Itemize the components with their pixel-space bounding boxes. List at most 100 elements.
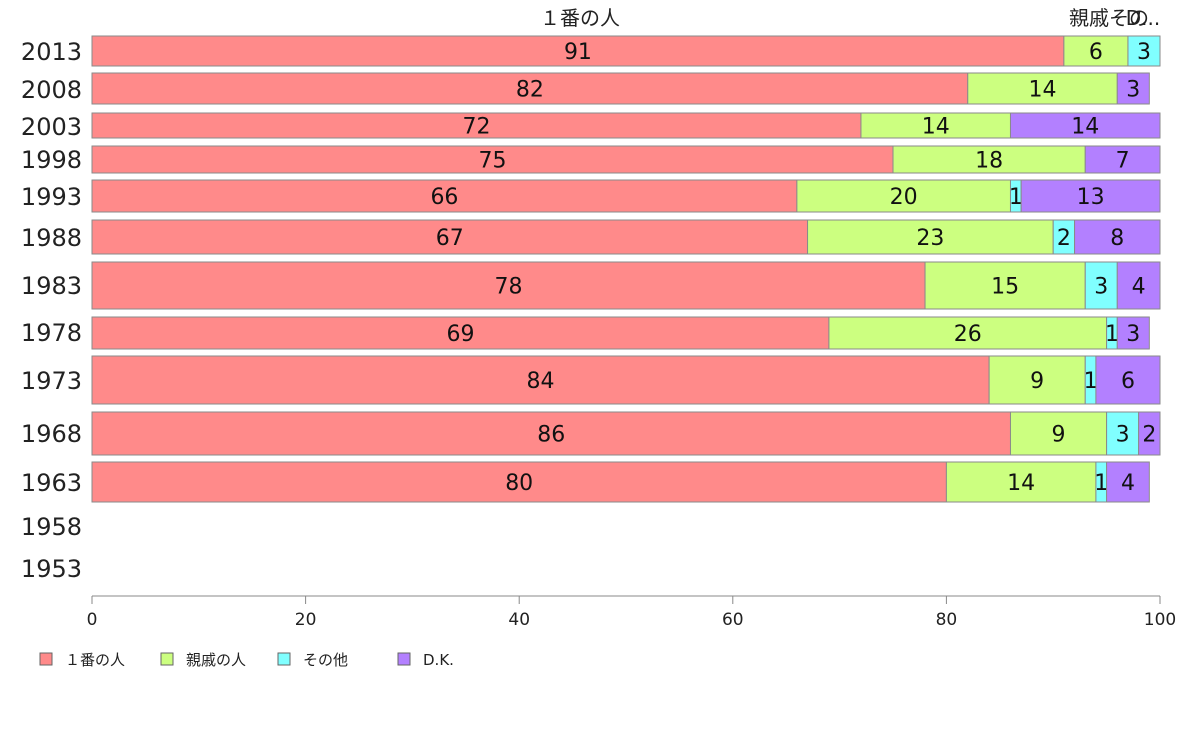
bar-segment <box>1084 145 1161 174</box>
category-label: 1988 <box>21 224 82 252</box>
category-label: 2003 <box>21 113 82 141</box>
data-label: 1 <box>1105 322 1119 347</box>
data-label: 86 <box>537 423 565 448</box>
bar-segment <box>91 219 809 255</box>
bar-segment <box>91 261 926 310</box>
category-label: 1983 <box>21 272 82 300</box>
top-series-label: １番の人 <box>540 6 620 30</box>
x-tick-label: 20 <box>295 610 317 630</box>
bar-segment <box>1116 72 1150 105</box>
x-tick-label: 100 <box>1144 610 1176 630</box>
data-label: 3 <box>1126 78 1140 103</box>
bar-segment <box>1127 35 1161 67</box>
bar-segment <box>91 145 894 174</box>
data-label: 75 <box>479 149 507 174</box>
bar-segment <box>1074 219 1161 255</box>
bar-segment <box>1116 261 1161 310</box>
data-label: 82 <box>516 78 544 103</box>
legend-item: D.K. <box>397 651 454 669</box>
top-series-label: 親戚その <box>1069 6 1149 30</box>
data-label: 91 <box>564 40 592 65</box>
data-label: 15 <box>991 275 1019 300</box>
bar-segment <box>1138 411 1161 456</box>
x-tick-label: 40 <box>508 610 530 630</box>
data-label: 23 <box>916 226 944 251</box>
x-tick-label: 60 <box>722 610 744 630</box>
data-label: 78 <box>495 275 523 300</box>
legend-swatch <box>39 652 53 666</box>
x-tick-label: 0 <box>87 610 98 630</box>
data-label: 6 <box>1121 369 1135 394</box>
data-label: 7 <box>1116 149 1130 174</box>
bar-segment <box>91 179 798 213</box>
bar-segment <box>892 145 1086 174</box>
data-label: 14 <box>1071 115 1099 140</box>
data-label: 26 <box>954 322 982 347</box>
legend-label: D.K. <box>423 651 454 669</box>
data-label: 66 <box>430 185 458 210</box>
data-label: 18 <box>975 149 1003 174</box>
legend-label: １番の人 <box>65 651 125 669</box>
data-label: 9 <box>1052 423 1066 448</box>
bar-segment <box>1095 355 1161 405</box>
category-label: 1993 <box>21 183 82 211</box>
bar-segment <box>91 355 990 405</box>
data-label: 84 <box>527 369 555 394</box>
data-label: 69 <box>446 322 474 347</box>
bar-segment <box>807 219 1054 255</box>
category-label: 1998 <box>21 146 82 174</box>
top-series-label: D... <box>1126 6 1160 30</box>
bar-segment <box>796 179 1011 213</box>
data-label: 2 <box>1057 226 1071 251</box>
category-label: 1963 <box>21 469 82 497</box>
bar-segment <box>988 355 1086 405</box>
category-label: 1953 <box>21 555 82 583</box>
legend-label: 親戚の人 <box>186 651 246 669</box>
data-label: 1 <box>1094 471 1108 496</box>
category-label: 1978 <box>21 319 82 347</box>
data-label: 3 <box>1116 423 1130 448</box>
data-label: 14 <box>1029 78 1057 103</box>
legend-swatch <box>397 652 411 666</box>
data-label: 3 <box>1137 40 1151 65</box>
data-label: 20 <box>890 185 918 210</box>
bar-segment <box>91 35 1065 67</box>
x-tick-label: 80 <box>936 610 958 630</box>
bar-segment <box>860 112 1011 139</box>
category-label: 2008 <box>21 76 82 104</box>
data-label: 3 <box>1126 322 1140 347</box>
bar-segment <box>1009 411 1108 456</box>
bar-segment <box>1106 461 1150 503</box>
data-label: 13 <box>1077 185 1105 210</box>
bar-segment <box>828 316 1108 350</box>
data-label: 8 <box>1110 226 1124 251</box>
category-label: 2013 <box>21 38 82 66</box>
category-label: 1968 <box>21 420 82 448</box>
legend-swatch <box>277 652 291 666</box>
bar-segment <box>91 316 830 350</box>
data-label: 80 <box>505 471 533 496</box>
data-label: 1 <box>1009 185 1023 210</box>
legend-item: 親戚の人 <box>160 651 246 669</box>
data-label: 4 <box>1121 471 1135 496</box>
bar-segment <box>1084 261 1118 310</box>
bar-segment <box>1116 316 1150 350</box>
data-label: 4 <box>1132 275 1146 300</box>
data-label: 14 <box>1007 471 1035 496</box>
data-label: 3 <box>1094 275 1108 300</box>
data-label: 2 <box>1142 423 1156 448</box>
bar-segment <box>945 461 1097 503</box>
bar-segment <box>924 261 1086 310</box>
bar-segment <box>1009 112 1161 139</box>
data-label: 14 <box>922 115 950 140</box>
bar-segment <box>91 461 947 503</box>
legend-item: その他 <box>277 651 348 669</box>
bar-segment <box>967 72 1118 105</box>
bar-segment <box>91 72 969 105</box>
data-label: 67 <box>436 226 464 251</box>
data-label: 9 <box>1030 369 1044 394</box>
legend-label: その他 <box>303 651 348 669</box>
legend-swatch <box>160 652 174 666</box>
data-label: 6 <box>1089 40 1103 65</box>
